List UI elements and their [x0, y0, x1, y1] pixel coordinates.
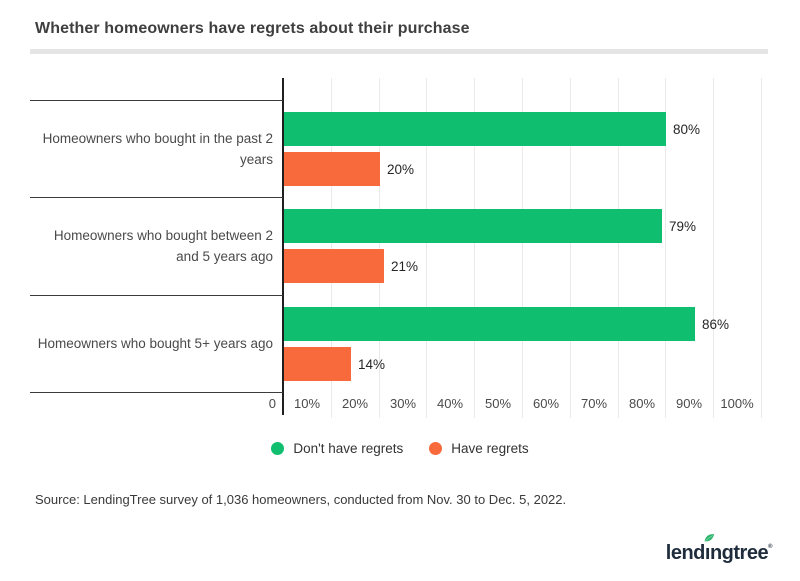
legend-item: Don't have regrets [271, 441, 403, 456]
x-tick-label: 20% [341, 396, 369, 411]
source-note: Source: LendingTree survey of 1,036 home… [35, 492, 567, 507]
gridline [379, 78, 380, 418]
bar-have-regrets [284, 249, 384, 283]
row-separator-line [30, 100, 283, 101]
gridline [665, 78, 666, 418]
gridline [761, 78, 762, 418]
gridline [713, 78, 714, 418]
x-tick-label: 80% [628, 396, 656, 411]
legend: Don't have regrets Have regrets [0, 438, 800, 458]
bar-row: 21% [284, 249, 418, 283]
gridline [426, 78, 427, 418]
category-label: Homeowners who bought between 2 and 5 ye… [53, 228, 273, 264]
legend-color-dot [271, 441, 285, 455]
x-tick-label: 100% [720, 396, 754, 411]
bar-dont-have-regrets [284, 307, 695, 341]
lendingtree-logo: lend ıngtree® [665, 534, 772, 565]
logo-text-before: lend [665, 542, 706, 564]
x-tick-label: 40% [436, 396, 464, 411]
title-underline [30, 49, 768, 54]
row-separator-line [30, 392, 283, 393]
bar-dont-have-regrets [284, 112, 666, 146]
x-tick-label: 70% [580, 396, 608, 411]
bar-row: 80% [284, 112, 700, 146]
x-tick-label: 50% [484, 396, 512, 411]
gridline [331, 78, 332, 418]
value-label: 20% [387, 161, 415, 177]
gridline [570, 78, 571, 418]
category-label: Homeowners who bought 5+ years ago [37, 336, 273, 351]
logo-text-after: ngtree [709, 542, 769, 564]
gridline [522, 78, 523, 418]
x-tick-label: 90% [675, 396, 703, 411]
legend-label: Don't have regrets [293, 440, 404, 456]
value-label: 80% [673, 121, 701, 137]
bar-chart: Homeowners who bought in the past 2 year… [0, 78, 800, 418]
bar-dont-have-regrets [284, 209, 662, 243]
x-tick-label: 0 [268, 396, 276, 411]
bar-have-regrets [284, 152, 380, 186]
value-label: 79% [669, 218, 697, 234]
y-axis-line [282, 78, 284, 415]
row-separator-line [30, 295, 283, 296]
bar-row: 20% [284, 152, 414, 186]
bar-row: 14% [284, 347, 385, 381]
category-label: Homeowners who bought in the past 2 year… [42, 130, 273, 167]
page-title: Whether homeowners have regrets about th… [35, 20, 470, 37]
x-tick-label: 30% [389, 396, 417, 411]
legend-label: Have regrets [451, 440, 529, 456]
row-separator-line [30, 197, 283, 198]
gridline [474, 78, 475, 418]
value-label: 14% [358, 356, 386, 372]
value-label: 21% [391, 258, 419, 274]
gridline [618, 78, 619, 418]
x-tick-label: 60% [532, 396, 560, 411]
bar-row: 79% [284, 209, 696, 243]
bar-have-regrets [284, 347, 351, 381]
x-tick-label: 10% [293, 396, 321, 411]
bar-row: 86% [284, 307, 729, 341]
value-label: 86% [702, 316, 730, 332]
legend-item: Have regrets [429, 440, 529, 456]
legend-color-dot [429, 441, 443, 455]
logo-leaf-letter: ı [704, 534, 714, 565]
leaf-icon [704, 534, 714, 542]
registered-mark: ® [768, 544, 772, 550]
